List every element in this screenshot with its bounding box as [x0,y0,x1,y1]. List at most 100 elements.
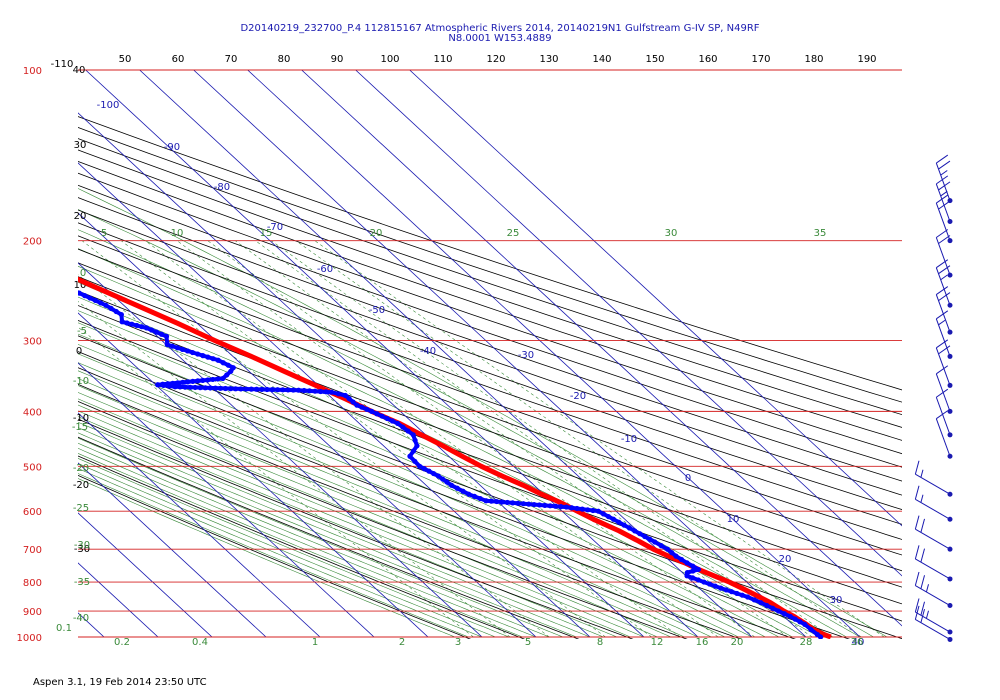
dry-adiabat-line [78,127,902,403]
dewpoint-point [49,280,54,285]
dewpoint-point [515,500,521,506]
dry-adiabat-line [78,172,902,455]
moist-adiabats [78,188,888,638]
isotherm-label: -100 [97,100,120,111]
top-temperature-label: 90 [331,54,344,65]
isotherm-line [78,512,213,638]
chart-subtitle-position: N8.0001 W153.4889 [448,33,552,44]
wind-barb [914,605,953,642]
dewpoint-point [60,283,65,288]
dewpoint-point [175,380,181,386]
dewpoint-point [37,277,42,282]
dewpoint-point [389,418,396,424]
dewpoint-point [335,391,342,397]
wind-barb-flag [920,548,926,563]
wind-barb-flag [920,601,926,616]
mixing-ratio-label: 12 [651,637,664,648]
dewpoint-point [678,556,685,563]
dewpoint-point [243,386,249,392]
dewpoint-point [306,388,313,394]
dewpoint-point [98,300,104,306]
dewpoint-point [751,597,757,603]
dewpoint-point [165,381,171,387]
dewpoint-point [745,594,751,600]
wind-barb-station [947,382,953,388]
dry-adiabat-line [78,276,902,572]
wind-barb-station [947,636,953,642]
wind-barb-flag [938,200,951,210]
moist-adiabat-line [78,229,861,638]
moist-adiabat-label: -35 [74,577,90,588]
isotherm-line [193,70,807,638]
moist-adiabat-line [78,427,591,638]
dewpoint-point [253,386,260,392]
dewpoint-point [207,385,213,391]
dewpoint-point [153,329,160,335]
wind-barb-station [947,218,953,224]
wind-barb-flag [938,160,951,170]
dewpoint-point [707,581,713,587]
dewpoint-point [350,399,356,405]
moist-adiabat-line [78,378,699,638]
wind-barb-staff [915,498,951,520]
mixing-ratio-line [271,240,832,638]
wind-barb-flag [914,605,920,620]
dry-adiabat-line [78,474,472,639]
moist-adiabat-label: -30 [74,540,90,551]
wind-barb [935,154,953,204]
dewpoint-point [520,501,526,507]
wind-barbs [914,154,953,642]
dewpoint-point [642,533,648,540]
wind-barb-flag [938,181,951,191]
mixing-ratio-line [145,240,681,638]
mixing-ratio-label: 0.1 [56,623,72,634]
moist-adiabat-line [78,209,874,638]
wind-barb [914,545,953,582]
dry-adiabat-label: -30 [74,544,90,555]
dewpoint-point [410,448,417,454]
dewpoint-point [170,380,176,386]
mixing-ratio-label: 5 [525,637,531,648]
wind-barb-flag [914,515,920,530]
wind-barb-station [947,516,953,522]
isotherm-line [139,70,753,638]
dewpoint-point [808,626,814,633]
dewpoint-point [119,319,125,325]
dewpoint-point [563,504,569,510]
mixing-ratio-line [78,274,550,638]
wind-barb-staff [915,558,951,580]
dewpoint-point [814,631,820,638]
dewpoint-point [185,379,191,385]
dewpoint-point [22,275,27,280]
dewpoint-point [43,278,48,283]
wind-barb-flag [920,494,924,503]
moist-adiabat-line [78,473,469,638]
wind-barb-flag [920,575,926,589]
dewpoint-point [412,437,418,443]
wind-barb-flag [936,194,949,204]
dewpoint-point [232,386,239,392]
wind-barb-station [947,603,953,609]
mixing-ratio-label: 3 [455,637,461,648]
isotherm-label: 20 [779,554,792,565]
moist-adiabat-label: -20 [73,463,89,474]
top-temperature-label: 190 [857,54,876,65]
dewpoint-point [658,543,664,549]
wind-barb-flag [914,571,920,586]
dewpoint-point [417,463,423,469]
dewpoint-point [317,388,324,395]
wind-barb-staff [915,619,951,640]
top-temperature-label: 50 [119,54,132,65]
wind-barb-flag [925,584,929,593]
wind-barb-station [947,302,953,308]
dewpoint-point [718,585,724,591]
dewpoint-point [590,507,596,514]
dewpoint-point [160,381,166,387]
top-temperature-label: 180 [804,54,823,65]
isotherm-label: 30 [830,595,843,606]
dewpoint-point [184,348,191,354]
dewpoint-point [664,546,671,552]
dewpoint-point [547,503,553,509]
